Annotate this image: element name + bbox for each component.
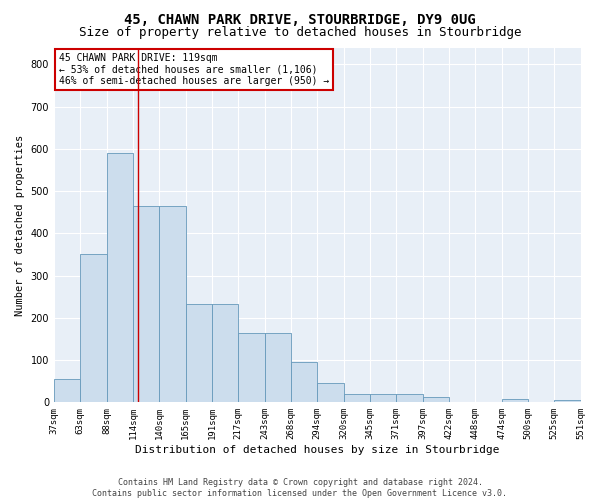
Text: Size of property relative to detached houses in Stourbridge: Size of property relative to detached ho… xyxy=(79,26,521,39)
X-axis label: Distribution of detached houses by size in Stourbridge: Distribution of detached houses by size … xyxy=(135,445,499,455)
Bar xyxy=(185,304,212,402)
Bar xyxy=(159,206,185,402)
Bar xyxy=(554,400,581,402)
Bar xyxy=(422,398,449,402)
Bar xyxy=(291,362,317,403)
Bar xyxy=(502,399,528,402)
Bar xyxy=(317,384,344,402)
Y-axis label: Number of detached properties: Number of detached properties xyxy=(15,134,25,316)
Bar xyxy=(107,153,133,402)
Bar xyxy=(370,394,396,402)
Text: Contains HM Land Registry data © Crown copyright and database right 2024.
Contai: Contains HM Land Registry data © Crown c… xyxy=(92,478,508,498)
Bar xyxy=(344,394,370,402)
Bar xyxy=(396,394,422,402)
Bar xyxy=(54,379,80,402)
Bar xyxy=(238,332,265,402)
Bar xyxy=(80,254,107,402)
Bar xyxy=(133,206,159,402)
Text: 45 CHAWN PARK DRIVE: 119sqm
← 53% of detached houses are smaller (1,106)
46% of : 45 CHAWN PARK DRIVE: 119sqm ← 53% of det… xyxy=(59,53,329,86)
Bar xyxy=(212,304,238,402)
Bar xyxy=(265,332,291,402)
Text: 45, CHAWN PARK DRIVE, STOURBRIDGE, DY9 0UG: 45, CHAWN PARK DRIVE, STOURBRIDGE, DY9 0… xyxy=(124,12,476,26)
